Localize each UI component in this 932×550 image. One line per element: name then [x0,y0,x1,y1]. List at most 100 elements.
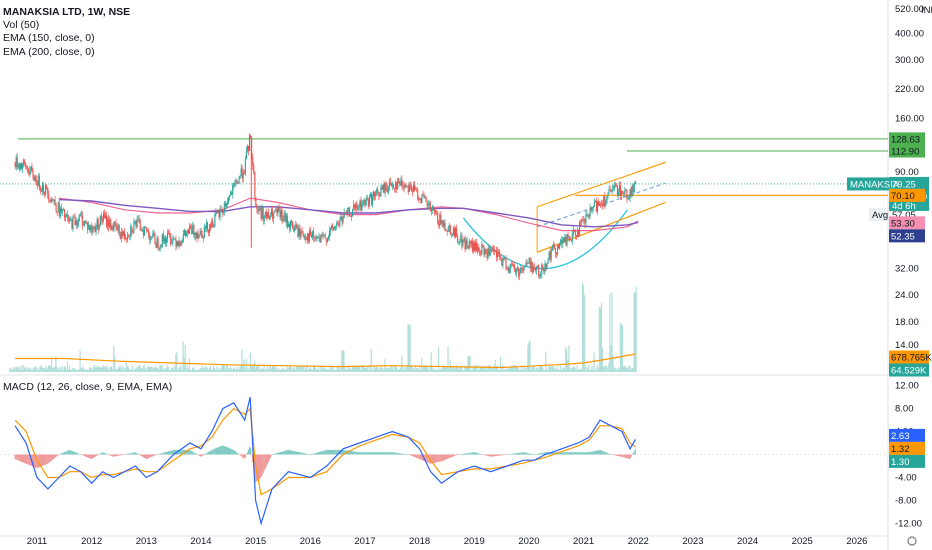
candle-body [500,257,502,260]
price-axis[interactable]: 520.00400.00300.00220.00160.0090.0032.00… [847,4,932,529]
volume-bar [346,370,348,372]
macd-histogram-bar [211,450,213,455]
macd-histogram-bar [93,454,95,458]
macd-histogram-bar [38,454,40,468]
candle-body [328,231,330,237]
macd-histogram-bar [553,452,555,455]
candle-body [448,225,450,228]
candle-body [188,230,190,234]
macd-histogram-bar [320,451,322,455]
ema150-indicator-label[interactable]: EMA (150, close, 0) [3,32,95,45]
symbol-title[interactable]: MANAKSIA LTD, 1W, NSE [3,6,131,18]
volume-bar [395,367,398,372]
macd-histogram-bar [528,453,530,455]
volume-bar [117,368,119,372]
volume-bar [416,367,419,372]
candle-body [240,168,242,176]
volume-bar [450,366,452,372]
ema200-indicator-label[interactable]: EMA (200, close, 0) [3,45,95,58]
volume-ma-value: 678.765K [891,353,932,364]
volume-bar [146,366,148,372]
volume-bar [362,365,364,372]
volume-bar [367,366,369,372]
volume-bar [587,366,589,372]
candle-body [431,207,433,211]
volume-bar [281,369,283,372]
macd-histogram-bar [571,452,573,455]
volume-bar [264,370,266,372]
volume-bar [68,365,71,372]
candle-body [276,208,278,214]
macd-histogram-bar [59,453,61,455]
candle-body [287,224,289,227]
candle-body [329,229,332,232]
volume-bar [75,369,77,372]
vol-indicator-label[interactable]: Vol (50) [3,19,40,32]
macd-histogram-bar [160,453,162,455]
volume-bar [189,369,192,372]
volume-bar [238,368,240,372]
macd-histogram-bar [99,453,101,455]
macd-histogram-bar [256,454,258,481]
candle-body [584,219,586,224]
macd-histogram-bar [203,454,205,455]
candle-body [387,187,389,193]
volume-bar [76,370,78,372]
volume-bar [91,367,93,372]
time-axis[interactable]: 2011 2012 2013 2014 2015 2016 2017 2018 2019 2020… [27,536,917,547]
macd-histogram-bar [595,450,598,455]
volume-bar [468,356,470,372]
volume-bar [402,367,404,372]
macd-indicator-label[interactable]: MACD (12, 26, close, 9, EMA, EMA) [3,381,173,393]
macd-histogram-bar [284,450,286,455]
macd-histogram-bar [587,452,589,455]
volume-bar [363,366,365,372]
macd-histogram-bar [489,454,491,457]
macd-histogram-bar [604,451,606,455]
candle-body [556,245,559,254]
volume-bar [615,368,617,372]
macd-histogram-bar [40,454,43,467]
volume-bar [348,365,350,372]
candle-body [161,234,163,247]
macd-histogram-bar [157,454,159,455]
macd-histogram-bar [172,450,174,455]
candle-body [633,183,635,193]
macd-histogram-bar [532,454,534,455]
macd-histogram-bar [504,454,506,455]
candle-body [347,207,349,210]
macd-histogram-bar [227,447,230,455]
price-tick-label: 400.00 [895,28,924,39]
last-price-value: 79.25 [892,179,916,190]
macd-histogram-bar [538,453,540,455]
candle-body [567,234,569,238]
candle-body [216,211,218,213]
macd-histogram-bar [507,454,509,455]
candle-body [221,209,223,213]
volume-bar [420,369,422,372]
volume-bar [115,369,117,372]
candle-body [548,251,550,261]
macd-histogram-bar [570,452,572,455]
macd-histogram-bar [264,454,266,469]
candle-body [573,229,575,232]
volume-bar [405,369,407,372]
macd-histogram-bar [220,446,222,455]
candle-body [432,207,435,210]
volume-bar [415,368,418,372]
volume-bar [33,367,35,372]
volume-bar [107,369,110,372]
macd-histogram-bar [620,454,622,457]
candle-body [391,185,394,187]
candle-body [534,268,537,271]
volume-bar [339,369,341,372]
volume-bar [43,367,45,372]
volume-bar [63,366,65,372]
candle-body [539,275,541,277]
macd-histogram-bar [499,454,501,456]
volume-bar [167,366,169,372]
macd-histogram-bar [575,452,578,455]
volume-bar [537,368,540,372]
volume-bar [522,369,524,372]
